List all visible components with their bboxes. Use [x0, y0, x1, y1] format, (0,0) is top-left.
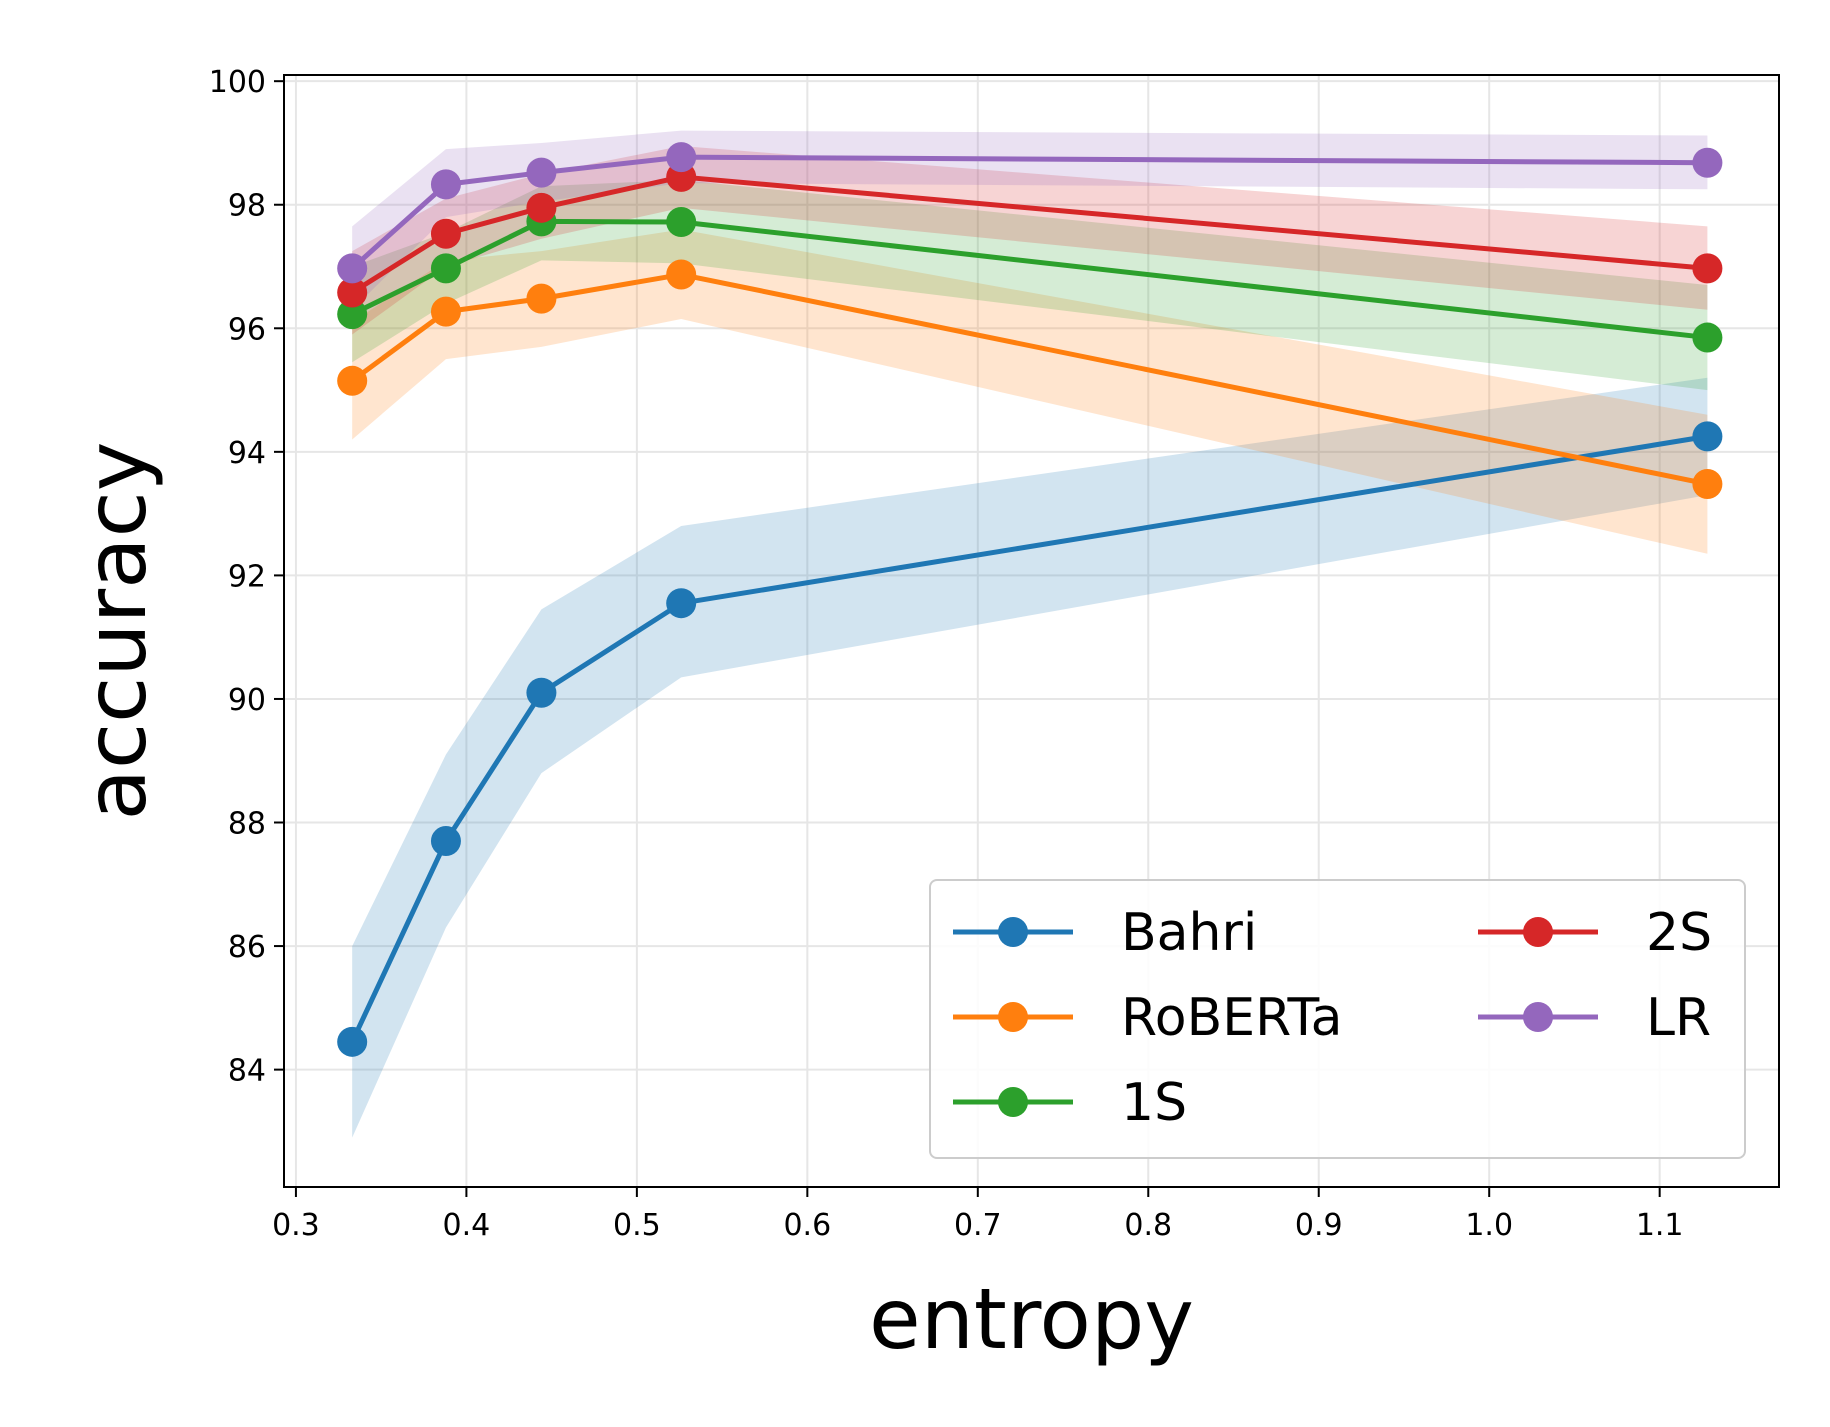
x-tick-label: 1.0 [1465, 1208, 1513, 1243]
y-tick-label: 84 [228, 1054, 266, 1089]
legend: Bahri RoBERTa 1S 2S LR [929, 879, 1746, 1159]
x-tick-label: 0.6 [783, 1208, 831, 1243]
series-points [337, 142, 1723, 1057]
point-1s [666, 207, 697, 238]
x-tick-label: 0.4 [443, 1208, 491, 1243]
band-bahri [352, 377, 1708, 1138]
x-tick-label: 0.3 [272, 1208, 320, 1243]
point-1s [337, 299, 368, 330]
axis-ticks: 0.3 0.4 0.5 0.6 0.7 0.8 0.9 1.0 1.1 84 86 88 90 92 94 9… [209, 65, 1684, 1243]
point-lr [430, 169, 461, 200]
point-bahri [1692, 421, 1723, 452]
point-roberta [666, 259, 697, 290]
point-bahri [337, 1026, 368, 1057]
point-2s [526, 192, 557, 223]
x-tick-label: 0.5 [613, 1208, 661, 1243]
legend-label: LR [1646, 988, 1711, 1048]
legend-marker-roberta [998, 1002, 1028, 1032]
legend-box [929, 879, 1746, 1159]
band-roberta [352, 229, 1708, 554]
legend-label: 1S [1121, 1073, 1187, 1133]
point-roberta [430, 296, 461, 327]
band-2s [352, 146, 1708, 335]
y-tick-label: 94 [228, 436, 266, 471]
legend-marker-lr [1523, 1002, 1553, 1032]
legend-marker-1s [998, 1087, 1028, 1117]
point-bahri [666, 588, 697, 619]
legend-label: RoBERTa [1121, 988, 1343, 1048]
point-lr [526, 157, 557, 188]
point-1s [430, 253, 461, 284]
point-roberta [1692, 468, 1723, 499]
point-lr [666, 142, 697, 173]
y-tick-label: 96 [228, 312, 266, 347]
y-axis-label: accuracy [67, 442, 165, 821]
y-tick-label: 92 [228, 559, 266, 594]
point-bahri [430, 826, 461, 857]
legend-marker-bahri [998, 917, 1028, 947]
point-1s [1692, 322, 1723, 353]
point-bahri [526, 677, 557, 708]
point-lr [1692, 147, 1723, 178]
point-2s [1692, 253, 1723, 284]
x-tick-label: 0.9 [1295, 1208, 1343, 1243]
y-tick-label: 100 [209, 65, 266, 100]
point-roberta [337, 365, 368, 396]
point-lr [337, 253, 368, 284]
point-2s [430, 218, 461, 249]
x-axis-label: entropy [869, 1270, 1194, 1368]
x-tick-label: 0.7 [954, 1208, 1002, 1243]
legend-marker-2s [1523, 917, 1553, 947]
legend-label: 2S [1646, 903, 1712, 963]
legend-label: Bahri [1121, 903, 1257, 963]
point-2s [337, 277, 368, 308]
x-tick-label: 1.1 [1636, 1208, 1684, 1243]
point-roberta [526, 283, 557, 314]
y-tick-label: 86 [228, 930, 266, 965]
x-tick-label: 0.8 [1124, 1208, 1172, 1243]
y-tick-label: 98 [228, 189, 266, 224]
y-tick-label: 90 [228, 683, 266, 718]
y-tick-label: 88 [228, 807, 266, 842]
plot-frame [283, 74, 1780, 1188]
